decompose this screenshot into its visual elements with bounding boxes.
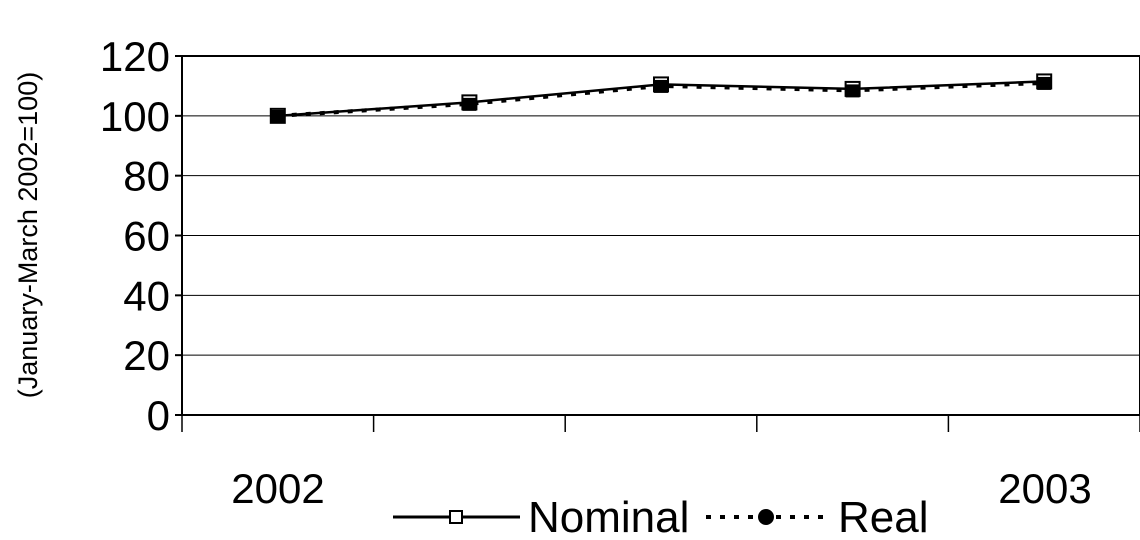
series-real-line: [277, 80, 1045, 118]
legend: Nominal Real: [393, 493, 929, 540]
plot-frame: [181, 55, 1140, 416]
y-tick-label-120: 120: [100, 33, 170, 80]
x-tick-label-2002: 2002: [231, 465, 324, 512]
y-tick-label-80: 80: [123, 153, 170, 200]
y-tick-label-40: 40: [123, 272, 170, 319]
y-axis-ticks: 0 20 40 60 80 100 120: [100, 33, 182, 439]
legend-nominal: Nominal: [393, 493, 689, 540]
legend-real: Real: [706, 493, 929, 540]
point-real-1: [462, 97, 477, 111]
x-axis-ticks: [181, 415, 1140, 432]
legend-nominal-marker: [449, 510, 463, 524]
legend-real-label: Real: [838, 493, 929, 540]
x-tick-label-2003: 2003: [998, 465, 1091, 512]
point-real-3: [845, 84, 860, 98]
gridlines: [182, 115, 1140, 356]
point-real-2: [654, 79, 668, 93]
y-tick-label-60: 60: [123, 213, 170, 260]
y-tick-label-20: 20: [123, 332, 170, 379]
y-tick-label-100: 100: [100, 93, 170, 140]
series-layer: [269, 73, 1053, 124]
y-tick-label-0: 0: [147, 392, 170, 439]
legend-nominal-label: Nominal: [528, 493, 689, 540]
y-axis-label: (January-March 2002=100): [13, 72, 43, 398]
legend-real-marker: [758, 509, 774, 525]
point-real-0: [270, 109, 285, 123]
point-real-4: [1037, 76, 1052, 90]
